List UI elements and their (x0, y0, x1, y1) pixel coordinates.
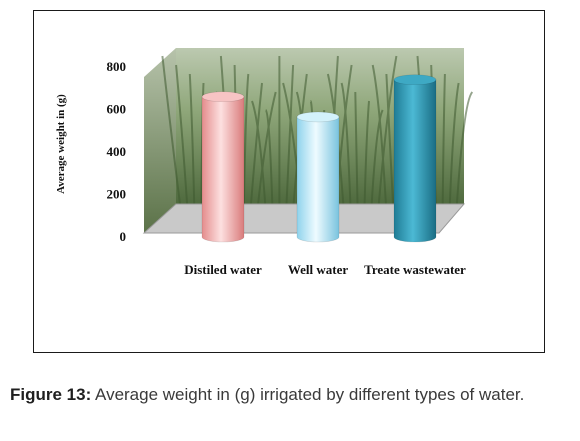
figure-caption-text: Average weight in (g) irrigated by diffe… (91, 385, 525, 404)
y-tick-label-4: 800 (107, 59, 127, 74)
y-axis: 0 200 400 600 800 (107, 59, 127, 244)
bar-3 (393, 74, 437, 243)
bar-chart: 0 200 400 600 800 Distiled water Well water Tr… (55, 48, 474, 277)
y-tick-label-0: 0 (120, 229, 127, 244)
chart-frame: 0 200 400 600 800 Distiled water Well water Tr… (33, 10, 545, 353)
bar-2 (296, 111, 340, 243)
y-tick-label-3: 600 (107, 102, 127, 117)
y-axis-label: Average weight in (g) (55, 94, 67, 194)
x-tick-label-3: Treate wastewater (364, 262, 466, 277)
figure-label: Figure 13: (10, 385, 92, 404)
bar-top-2 (296, 111, 340, 123)
figure-caption: Figure 13: Average weight in (g) irrigat… (10, 383, 575, 407)
x-tick-label-2: Well water (288, 262, 349, 277)
x-axis-labels: Distiled water Well water Treate wastewate… (184, 262, 466, 277)
bar-body-2 (296, 116, 340, 243)
y-tick-label-2: 400 (107, 144, 127, 159)
bars (201, 74, 437, 243)
bar-body-3 (393, 79, 437, 243)
bar-top-3 (393, 74, 437, 86)
bar-body-1 (201, 96, 245, 243)
bar-1 (201, 91, 245, 243)
x-tick-label-1: Distiled water (184, 262, 262, 277)
y-tick-label-1: 200 (107, 187, 127, 202)
bar-top-1 (201, 91, 245, 103)
